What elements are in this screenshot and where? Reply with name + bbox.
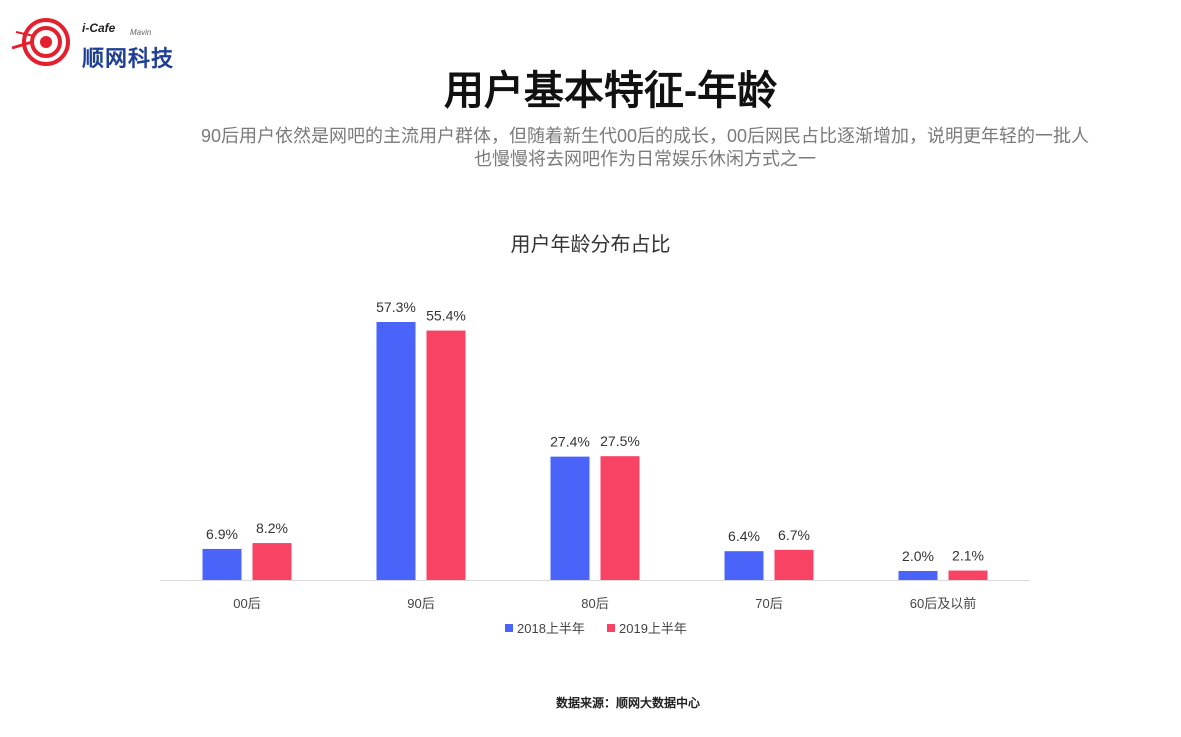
data-label: 6.4% (728, 528, 760, 544)
data-label: 6.7% (778, 527, 810, 543)
bar-2019 (774, 549, 814, 580)
bar-2018 (550, 456, 590, 580)
legend-label: 2019上半年 (619, 621, 687, 636)
bar-2019 (600, 456, 640, 580)
x-tick-label: 90后 (407, 596, 434, 611)
bar-2019 (426, 330, 466, 580)
bar-2018 (724, 551, 764, 580)
bar-2019 (252, 543, 292, 580)
data-label: 57.3% (376, 299, 416, 315)
data-source: 数据来源：顺网大数据中心 (555, 696, 700, 710)
bar-2018 (202, 548, 242, 580)
x-tick-label: 00后 (233, 596, 260, 611)
data-label: 2.1% (952, 548, 984, 564)
chart-title: 用户年龄分布占比 (510, 234, 671, 256)
data-label: 2.0% (902, 548, 934, 564)
legend-swatch-2019 (607, 624, 615, 632)
page-title: 用户基本特征-年龄 (443, 69, 778, 113)
subtitle-line-1: 90后用户依然是网吧的主流用户群体，但随着新生代00后的成长，00后网民占比逐渐… (200, 126, 1090, 146)
logo-mavin-text: Mavin (130, 28, 152, 37)
data-label: 55.4% (426, 308, 466, 324)
logo: i-Cafe Mavin 顺网科技 (8, 8, 183, 71)
bar-2018 (376, 322, 416, 580)
data-label: 27.4% (550, 434, 590, 450)
x-tick-label: 80后 (581, 596, 608, 611)
legend-swatch-2018 (505, 624, 513, 632)
page-subtitle: 90后用户依然是网吧的主流用户群体，但随着新生代00后的成长，00后网民占比逐渐… (140, 125, 1150, 171)
data-label: 6.9% (206, 526, 238, 542)
logo-small-text: i-Cafe (82, 21, 116, 35)
logo-main-text: 顺网科技 (82, 46, 175, 71)
data-label: 27.5% (600, 433, 640, 449)
x-tick-label: 70后 (755, 596, 782, 611)
data-label: 8.2% (256, 520, 288, 536)
subtitle-line-2: 也慢慢将去网吧作为日常娱乐休闲方式之一 (474, 149, 816, 169)
legend-label: 2018上半年 (517, 621, 585, 636)
bar-2018 (898, 570, 938, 580)
x-tick-label: 60后及以前 (910, 596, 976, 611)
target-logo-icon (11, 18, 70, 66)
bar-2019 (948, 570, 988, 580)
